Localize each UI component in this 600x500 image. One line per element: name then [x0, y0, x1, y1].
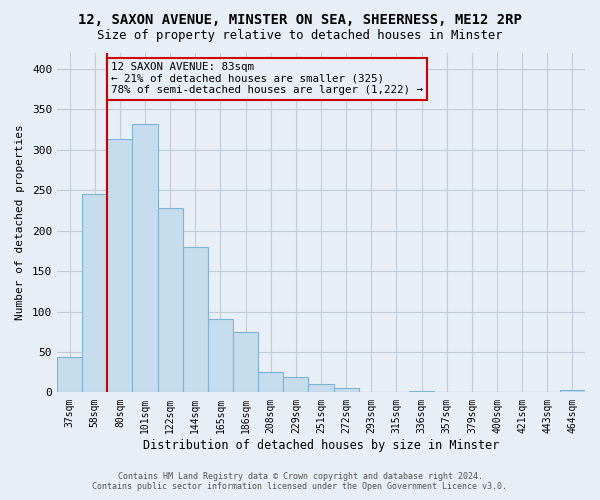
Y-axis label: Number of detached properties: Number of detached properties: [15, 124, 25, 320]
Bar: [133, 124, 158, 392]
Bar: [283, 377, 308, 392]
Bar: [308, 384, 334, 392]
Bar: [158, 208, 183, 392]
Bar: [258, 372, 283, 392]
Bar: [334, 388, 359, 392]
Bar: [409, 391, 434, 392]
Text: Size of property relative to detached houses in Minster: Size of property relative to detached ho…: [97, 29, 503, 42]
Bar: [57, 357, 82, 392]
Bar: [82, 194, 107, 392]
X-axis label: Distribution of detached houses by size in Minster: Distribution of detached houses by size …: [143, 440, 499, 452]
Bar: [233, 332, 258, 392]
Bar: [560, 390, 585, 392]
Bar: [208, 319, 233, 392]
Text: 12, SAXON AVENUE, MINSTER ON SEA, SHEERNESS, ME12 2RP: 12, SAXON AVENUE, MINSTER ON SEA, SHEERN…: [78, 12, 522, 26]
Text: Contains HM Land Registry data © Crown copyright and database right 2024.
Contai: Contains HM Land Registry data © Crown c…: [92, 472, 508, 491]
Text: 12 SAXON AVENUE: 83sqm
← 21% of detached houses are smaller (325)
78% of semi-de: 12 SAXON AVENUE: 83sqm ← 21% of detached…: [111, 62, 423, 96]
Bar: [183, 247, 208, 392]
Bar: [107, 139, 133, 392]
